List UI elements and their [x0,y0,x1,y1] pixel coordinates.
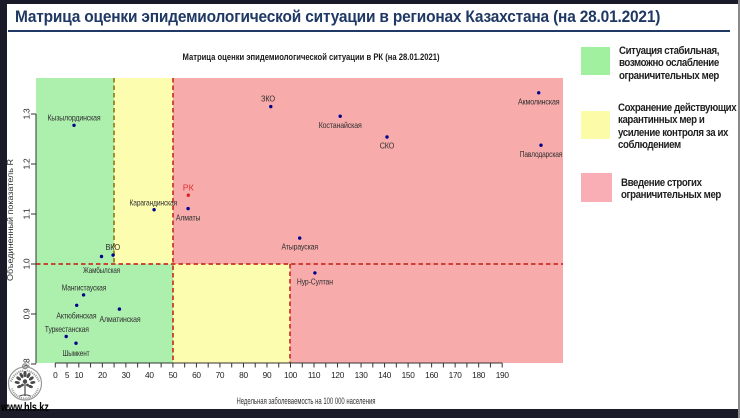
svg-text:ЗКО: ЗКО [261,94,276,104]
svg-text:140: 140 [378,370,392,380]
svg-text:ВКО: ВКО [105,242,120,252]
svg-text:Карагандинская: Карагандинская [130,198,178,208]
svg-text:Кызылординская: Кызылординская [48,113,101,123]
svg-text:160: 160 [425,370,439,380]
svg-text:Нур-Султан: Нур-Султан [297,277,333,287]
svg-text:Шымкент: Шымкент [63,348,90,358]
svg-text:80: 80 [239,370,248,380]
svg-text:Недельная заболеваемость на 10: Недельная заболеваемость на 100 000 насе… [237,396,376,406]
svg-text:Матрица оценки эпидемиологичес: Матрица оценки эпидемиологической ситуац… [183,52,440,62]
svg-text:РК: РК [183,182,194,192]
svg-text:0.9: 0.9 [22,308,32,319]
svg-text:10: 10 [74,370,83,380]
svg-text:Костанайская: Костанайская [319,120,362,130]
svg-text:Алматинская: Алматинская [100,314,141,324]
svg-text:Туркестанская: Туркестанская [45,324,89,334]
svg-text:190: 190 [496,370,510,380]
svg-text:150: 150 [402,370,416,380]
svg-text:30: 30 [122,370,131,380]
svg-text:Актюбинская: Актюбинская [56,311,96,321]
svg-text:Мангистауская: Мангистауская [62,282,107,292]
svg-text:120: 120 [331,370,345,380]
svg-text:110: 110 [308,370,321,380]
svg-text:0: 0 [53,370,58,380]
svg-text:Атырауская: Атырауская [281,242,318,252]
svg-text:100: 100 [284,370,298,380]
svg-text:1.2: 1.2 [22,158,32,169]
svg-text:180: 180 [472,370,486,380]
svg-text:90: 90 [263,370,272,380]
svg-text:СКО: СКО [380,141,395,151]
svg-text:Объединенный показатель R: Объединенный показатель R [5,159,15,281]
svg-text:40: 40 [145,370,154,380]
svg-text:170: 170 [449,370,463,380]
svg-text:20: 20 [98,370,107,380]
svg-text:Павлодарская: Павлодарская [520,149,563,159]
svg-text:50: 50 [169,370,178,380]
svg-text:Жамбылская: Жамбылская [83,265,120,275]
svg-text:5: 5 [65,370,70,380]
svg-text:Акмолинская: Акмолинская [518,97,560,107]
svg-text:1.3: 1.3 [22,108,32,119]
svg-text:Алматы: Алматы [176,213,201,223]
svg-text:1.0: 1.0 [22,258,32,269]
svg-text:70: 70 [216,370,225,380]
svg-text:1.1: 1.1 [22,208,32,219]
svg-text:130: 130 [355,370,369,380]
svg-text:60: 60 [192,370,201,380]
